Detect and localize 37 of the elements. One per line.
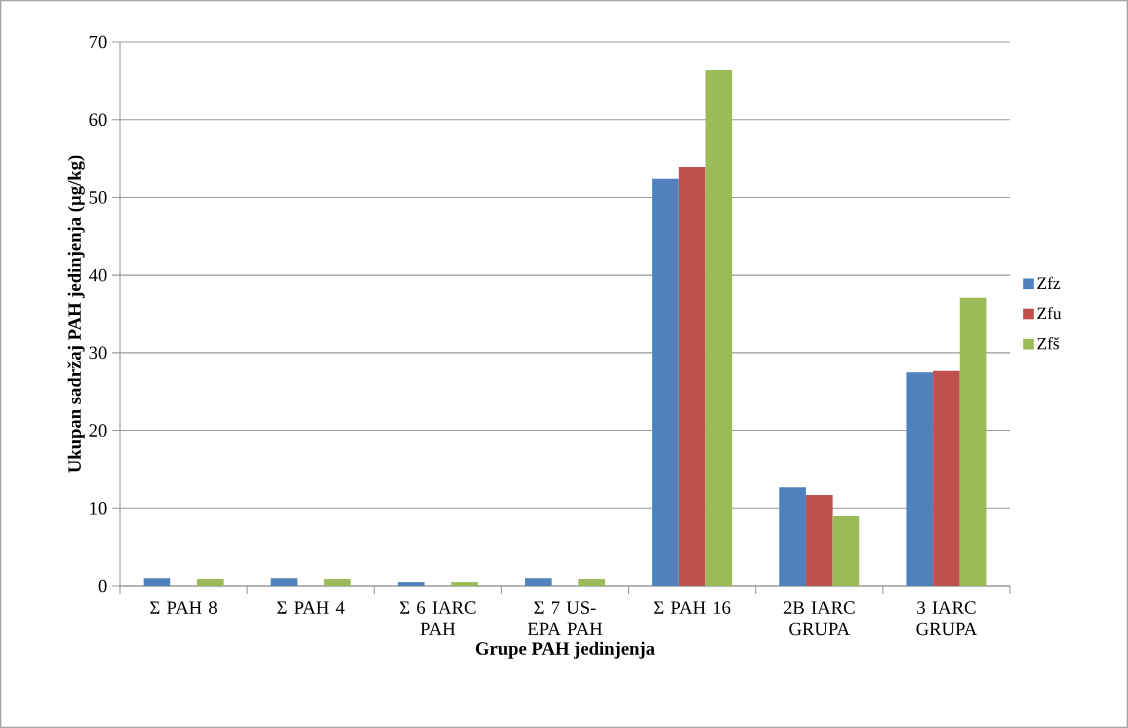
bar: [196, 578, 224, 586]
y-tick-label: 40: [88, 268, 107, 282]
x-tick-label: Σ 6 IARC PAH: [399, 601, 476, 636]
bar: [143, 578, 171, 586]
legend-label: Zfz: [1037, 276, 1061, 289]
bar: [324, 578, 351, 586]
bar: [678, 167, 706, 586]
bar: [805, 495, 833, 586]
y-tick-label: 0: [98, 579, 107, 593]
legend-label: Zfu: [1037, 306, 1062, 320]
bar: [779, 487, 806, 586]
bar: [397, 582, 425, 586]
bar: [270, 578, 298, 586]
x-tick-label: 2B IARC GRUPA: [783, 601, 855, 636]
bar: [933, 370, 960, 586]
x-tick-label: Σ PAH 4: [277, 601, 345, 614]
legend-label: Zfš: [1037, 337, 1060, 350]
y-tick-label: 10: [90, 501, 107, 515]
bar: [705, 69, 733, 586]
y-tick-label: 20: [89, 424, 107, 437]
x-tick-label: Σ PAH 16: [654, 601, 731, 614]
y-tick-label: 60: [89, 113, 107, 127]
y-axis-title: Ukupan sadržaj PAH jedinjenja (µg/kg): [67, 155, 85, 473]
bar: [959, 297, 987, 586]
bar: [832, 516, 860, 586]
bar: [525, 578, 552, 586]
y-tick-label: 30: [89, 346, 107, 360]
bar: [578, 578, 605, 586]
y-tick-label: 50: [89, 191, 107, 204]
bar: [652, 178, 679, 586]
x-tick-label: Σ 7 US-EPA PAH: [527, 601, 603, 636]
x-axis-title: Grupe PAH jedinjenja: [475, 641, 655, 659]
x-tick-label: 3 IARC GRUPA: [916, 601, 978, 636]
bar: [451, 582, 478, 586]
x-tick-label: Σ PAH 8: [150, 601, 217, 614]
bar: [906, 372, 934, 586]
y-tick-label: 70: [89, 35, 107, 49]
